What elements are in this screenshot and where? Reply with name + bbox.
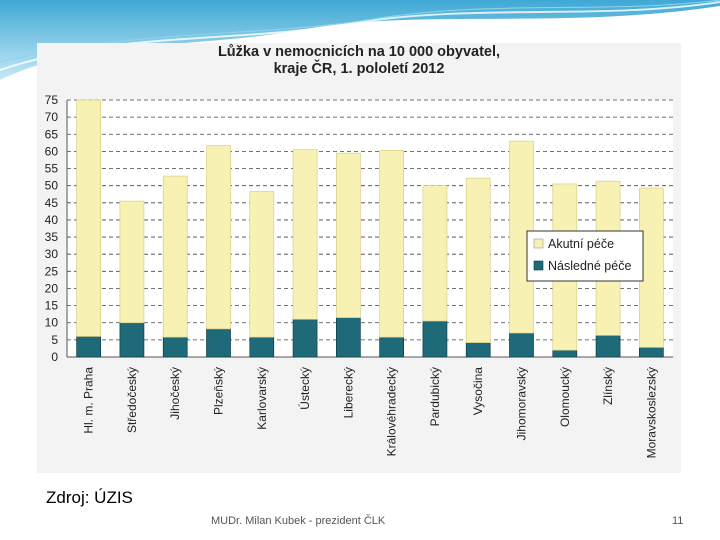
bar-nasledne-pece xyxy=(465,342,491,358)
legend-swatch-akutni xyxy=(533,238,544,249)
y-tick-label: 15 xyxy=(45,299,59,313)
bar-akutni-pece xyxy=(162,175,188,338)
bar-nasledne-pece xyxy=(336,317,361,358)
bar-akutni-pece xyxy=(249,191,275,338)
x-category-label: Karlovarský xyxy=(255,367,269,430)
x-category-label: Vysočina xyxy=(471,367,485,416)
y-tick-label: 30 xyxy=(45,247,59,261)
y-tick-label: 25 xyxy=(45,264,59,278)
source-label: Zdroj: ÚZIS xyxy=(46,488,133,507)
chart-title: Lůžka v nemocnicích na 10 000 obyvatel, … xyxy=(37,44,681,78)
bar-akutni-pece xyxy=(119,200,145,324)
legend-swatch-nasledne xyxy=(533,260,544,271)
bar-chart: 0 5 10 15 20 25 30 35 40 45 50 55 60 65 70 75 Hl. m. Pra… xyxy=(45,93,673,458)
y-tick-label: 20 xyxy=(45,281,59,295)
y-tick-label: 65 xyxy=(45,127,59,141)
bar-akutni-pece xyxy=(336,152,361,318)
chart-title-line2: kraje ČR, 1. pololetí 2012 xyxy=(273,61,445,77)
bar-akutni-pece xyxy=(422,185,448,322)
bar-akutni-pece xyxy=(206,145,231,330)
y-tick-label: 75 xyxy=(45,93,59,107)
legend-box xyxy=(526,230,644,282)
bar-nasledne-pece xyxy=(509,332,534,358)
bar-nasledne-pece xyxy=(639,347,664,358)
page-number: 11 xyxy=(672,515,684,527)
bar-akutni-pece xyxy=(465,177,491,343)
x-category-label: Olomoucký xyxy=(558,367,572,427)
bar-nasledne-pece xyxy=(422,320,448,358)
x-category-label: Zlínský xyxy=(601,367,615,405)
x-category-label: Moravskoslezský xyxy=(644,367,658,458)
x-category-label: Plzeňský xyxy=(212,367,226,415)
bar-nasledne-pece xyxy=(206,328,231,358)
x-category-label: Ústecký xyxy=(297,367,312,410)
bar-akutni-pece xyxy=(379,150,404,338)
y-tick-label: 55 xyxy=(45,162,59,176)
bar-nasledne-pece xyxy=(379,336,404,358)
bar-nasledne-pece xyxy=(552,349,578,358)
y-tick-label: 10 xyxy=(45,316,59,330)
bar-nasledne-pece xyxy=(162,336,188,358)
x-category-label: Pardubický xyxy=(428,367,442,426)
legend-label-nasledne: Následné péče xyxy=(548,259,631,273)
legend-label-akutni: Akutní péče xyxy=(548,237,614,251)
chart-title-line1: Lůžka v nemocnicích na 10 000 obyvatel, xyxy=(217,44,501,60)
x-category-label: Jihomoravský xyxy=(515,367,529,440)
y-tick-label: 5 xyxy=(51,333,58,347)
y-tick-label: 0 xyxy=(51,350,58,364)
x-category-label: Jihočeský xyxy=(168,367,182,420)
footer-author: MUDr. Milan Kubek - prezident ČLK xyxy=(211,515,386,527)
y-tick-label: 60 xyxy=(45,144,59,158)
bar-nasledne-pece xyxy=(119,322,145,358)
y-tick-label: 40 xyxy=(45,213,59,227)
bar-akutni-pece xyxy=(76,99,101,337)
x-category-label: Hl. m. Praha xyxy=(82,367,96,434)
bar-akutni-pece xyxy=(292,149,318,320)
y-tick-label: 50 xyxy=(45,179,59,193)
x-category-label: Středočeský xyxy=(125,367,139,433)
bar-nasledne-pece xyxy=(76,336,101,358)
bar-nasledne-pece xyxy=(595,335,621,358)
bar-nasledne-pece xyxy=(292,318,318,358)
x-category-label: Královéhradecký xyxy=(385,367,399,456)
y-tick-label: 45 xyxy=(45,196,59,210)
plot-area xyxy=(67,100,673,357)
bar-nasledne-pece xyxy=(249,336,275,358)
y-tick-label: 70 xyxy=(45,110,59,124)
x-category-label: Liberecký xyxy=(341,367,355,418)
y-tick-label: 35 xyxy=(45,230,59,244)
